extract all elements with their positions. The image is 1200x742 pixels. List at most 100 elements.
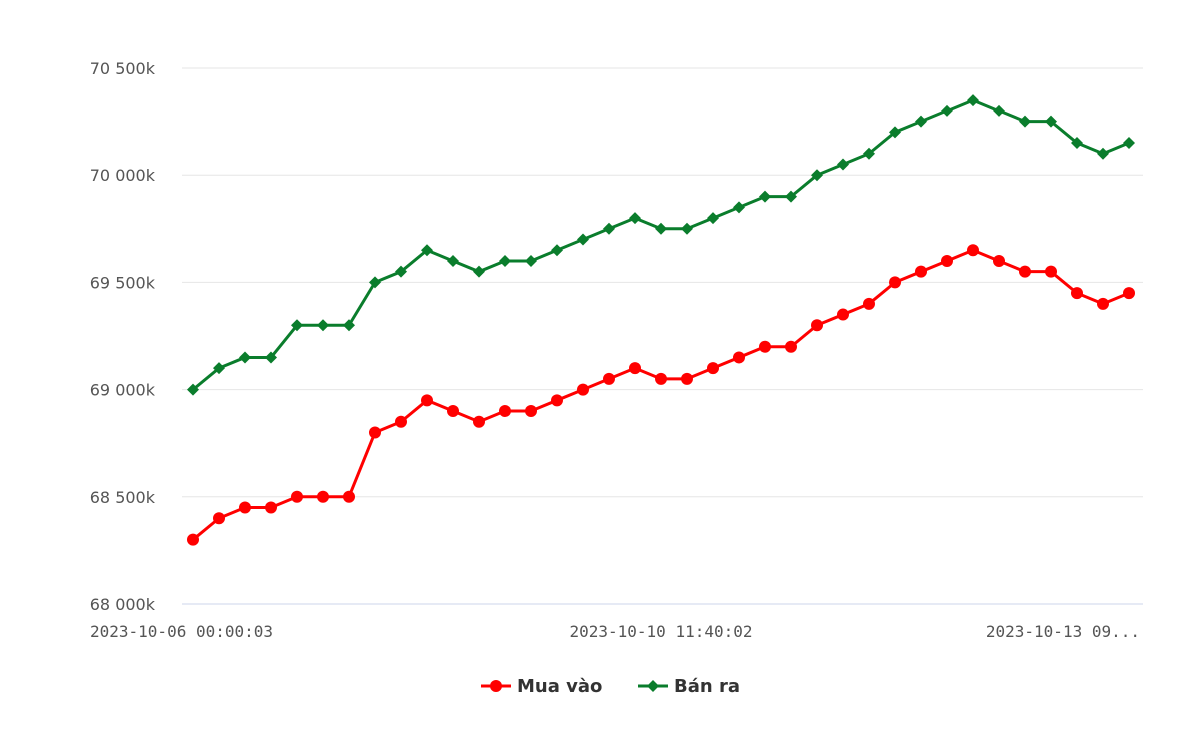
data-point[interactable] <box>811 169 823 182</box>
data-point[interactable] <box>239 351 251 364</box>
data-point[interactable] <box>187 533 199 546</box>
data-point[interactable] <box>239 501 251 514</box>
data-point[interactable] <box>213 362 225 375</box>
y-tick-label: 68 000k <box>90 595 156 614</box>
data-point[interactable] <box>941 104 953 117</box>
x-tick-label: 2023-10-10 11:40:02 <box>569 622 752 641</box>
data-point[interactable] <box>421 394 433 407</box>
y-tick-label: 69 000k <box>90 381 156 400</box>
data-point[interactable] <box>655 372 667 385</box>
data-point[interactable] <box>447 405 459 418</box>
data-point[interactable] <box>967 244 979 257</box>
data-point[interactable] <box>1071 137 1083 150</box>
series-1 <box>187 94 1135 396</box>
x-tick-label: 2023-10-13 09... <box>986 622 1140 641</box>
data-point[interactable] <box>577 233 589 246</box>
data-point[interactable] <box>395 415 407 428</box>
y-tick-label: 70 500k <box>90 59 156 78</box>
data-point[interactable] <box>915 265 927 278</box>
series-lines <box>187 94 1135 546</box>
data-point[interactable] <box>785 190 797 203</box>
data-point[interactable] <box>265 501 277 514</box>
data-point[interactable] <box>837 308 849 321</box>
data-point[interactable] <box>1045 265 1057 278</box>
data-point[interactable] <box>811 319 823 332</box>
legend-item-1[interactable]: Bán ra <box>638 676 740 697</box>
y-axis-ticks: 70 500k 70 000k 69 500k 69 000k 68 500k 68 00… <box>90 59 156 614</box>
data-point[interactable] <box>1097 147 1109 160</box>
data-point[interactable] <box>291 490 303 503</box>
data-point[interactable] <box>603 372 615 385</box>
series-line <box>192 98 1130 391</box>
data-point[interactable] <box>577 383 589 396</box>
data-point[interactable] <box>499 405 511 418</box>
data-point[interactable] <box>707 362 719 375</box>
data-point[interactable] <box>187 383 199 396</box>
data-point[interactable] <box>603 222 615 235</box>
data-point[interactable] <box>1045 115 1057 128</box>
data-point[interactable] <box>343 490 355 503</box>
data-point[interactable] <box>369 276 381 289</box>
legend-item-0[interactable]: Mua vào <box>481 676 602 697</box>
data-point[interactable] <box>1097 297 1109 310</box>
data-point[interactable] <box>1071 287 1083 300</box>
data-point[interactable] <box>1123 137 1135 150</box>
gridlines <box>182 67 1143 498</box>
data-point[interactable] <box>291 319 303 332</box>
data-point[interactable] <box>889 276 901 289</box>
data-point[interactable] <box>915 115 927 128</box>
data-point[interactable] <box>759 340 771 353</box>
data-point[interactable] <box>1019 265 1031 278</box>
data-point[interactable] <box>785 340 797 353</box>
series-0 <box>187 244 1135 546</box>
data-point[interactable] <box>317 319 329 332</box>
x-tick-label: 2023-10-06 00:00:03 <box>90 622 273 641</box>
data-point[interactable] <box>265 351 277 364</box>
data-point[interactable] <box>941 254 953 267</box>
data-point[interactable] <box>967 94 979 107</box>
data-point[interactable] <box>733 351 745 364</box>
y-tick-label: 69 500k <box>90 273 156 292</box>
data-point[interactable] <box>395 265 407 278</box>
data-point[interactable] <box>1123 287 1135 300</box>
data-point[interactable] <box>317 490 329 503</box>
x-axis-ticks: 2023-10-06 00:00:03 2023-10-10 11:40:02 20… <box>90 622 1140 641</box>
data-point[interactable] <box>629 362 641 375</box>
legend-label: Bán ra <box>674 676 740 697</box>
data-point[interactable] <box>551 394 563 407</box>
y-tick-label: 68 500k <box>90 488 156 507</box>
data-point[interactable] <box>499 254 511 267</box>
y-tick-label: 70 000k <box>90 166 156 185</box>
legend-marker <box>490 680 502 692</box>
data-point[interactable] <box>889 126 901 139</box>
data-point[interactable] <box>1019 115 1031 128</box>
data-point[interactable] <box>863 147 875 160</box>
data-point[interactable] <box>525 405 537 418</box>
data-point[interactable] <box>369 426 381 439</box>
data-point[interactable] <box>863 297 875 310</box>
data-point[interactable] <box>213 512 225 525</box>
data-point[interactable] <box>707 212 719 225</box>
data-point[interactable] <box>993 104 1005 117</box>
data-point[interactable] <box>447 254 459 267</box>
data-point[interactable] <box>629 212 641 225</box>
data-point[interactable] <box>733 201 745 214</box>
legend-label: Mua vào <box>517 676 602 697</box>
data-point[interactable] <box>525 254 537 267</box>
data-point[interactable] <box>837 158 849 171</box>
data-point[interactable] <box>551 244 563 257</box>
legend-marker <box>647 680 659 692</box>
data-point[interactable] <box>473 265 485 278</box>
data-point[interactable] <box>681 372 693 385</box>
series-line <box>192 248 1130 541</box>
data-point[interactable] <box>759 190 771 203</box>
data-point[interactable] <box>473 415 485 428</box>
data-point[interactable] <box>421 244 433 257</box>
data-point[interactable] <box>655 222 667 235</box>
data-point[interactable] <box>993 254 1005 267</box>
data-point[interactable] <box>343 319 355 332</box>
data-point[interactable] <box>681 222 693 235</box>
legend: Mua vào Bán ra <box>481 676 740 697</box>
